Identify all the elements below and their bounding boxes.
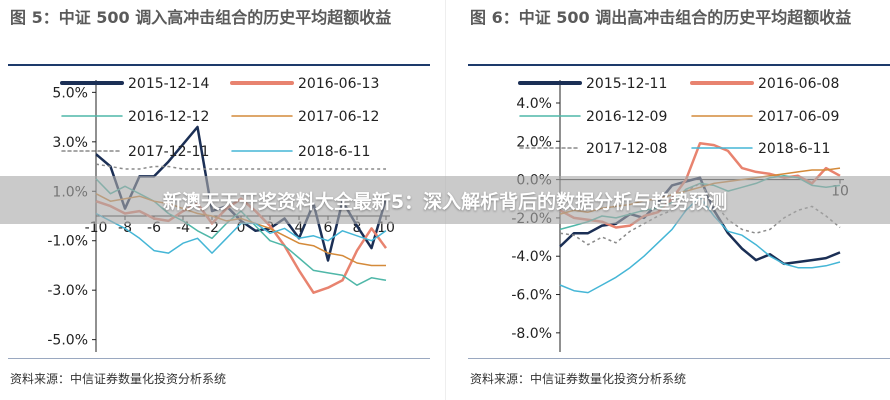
x-tick-label: -2: [205, 220, 219, 236]
title-rule: [468, 64, 890, 66]
x-tick-label: -6: [147, 220, 161, 236]
chart-source: 资料来源：中信证券数量化投资分析系统: [10, 372, 227, 386]
y-tick-label: -3.0%: [47, 283, 88, 299]
x-tick-label: 6: [324, 220, 333, 236]
y-tick-label: 2.0%: [516, 134, 552, 150]
legend-label: 2015-12-14: [128, 76, 209, 92]
legend-label: 2017-12-08: [586, 141, 667, 157]
y-tick-label: -4.0%: [511, 249, 552, 265]
y-tick-label: -5.0%: [47, 333, 88, 349]
legend-label: 2017-06-12: [298, 109, 379, 125]
y-tick-label: 4.0%: [516, 96, 552, 112]
legend-label: 2016-12-09: [586, 109, 667, 125]
chart-source: 资料来源：中信证券数量化投资分析系统: [470, 372, 687, 386]
y-tick-label: 3.0%: [52, 135, 88, 151]
chart-title: 图 5：中证 500 调入高冲击组合的历史平均超额收益: [10, 8, 392, 27]
legend-label: 2016-12-12: [128, 109, 209, 125]
legend-label: 2018-6-11: [298, 144, 370, 160]
x-tick-label: 4: [295, 220, 304, 236]
x-tick-label: 10: [377, 220, 395, 236]
legend-label: 2015-12-11: [586, 76, 667, 92]
chart-title: 图 6：中证 500 调出高冲击组合的历史平均超额收益: [470, 8, 852, 27]
source-rule: [468, 358, 890, 359]
legend-label: 2016-06-13: [298, 76, 379, 92]
x-tick-label: -10: [85, 220, 108, 236]
x-tick-label: 0: [237, 220, 246, 236]
source-rule: [8, 358, 430, 359]
y-tick-label: 5.0%: [52, 85, 88, 101]
series-line-2017-12-11: [95, 163, 386, 170]
y-tick-label: -1.0%: [47, 234, 88, 250]
title-rule: [8, 64, 430, 66]
legend-label: 2017-12-11: [128, 144, 209, 160]
y-tick-label: -8.0%: [511, 326, 552, 342]
y-tick-label: -6.0%: [511, 288, 552, 304]
legend-label: 2018-6-11: [758, 141, 830, 157]
legend-label: 2016-06-08: [758, 76, 839, 92]
banner-text: 新澳天天开奖资料大全最新5：深入解析背后的数据分析与趋势预测: [162, 190, 728, 213]
overlay-banner: 新澳天天开奖资料大全最新5：深入解析背后的数据分析与趋势预测: [0, 176, 890, 224]
legend-label: 2017-06-09: [758, 109, 839, 125]
